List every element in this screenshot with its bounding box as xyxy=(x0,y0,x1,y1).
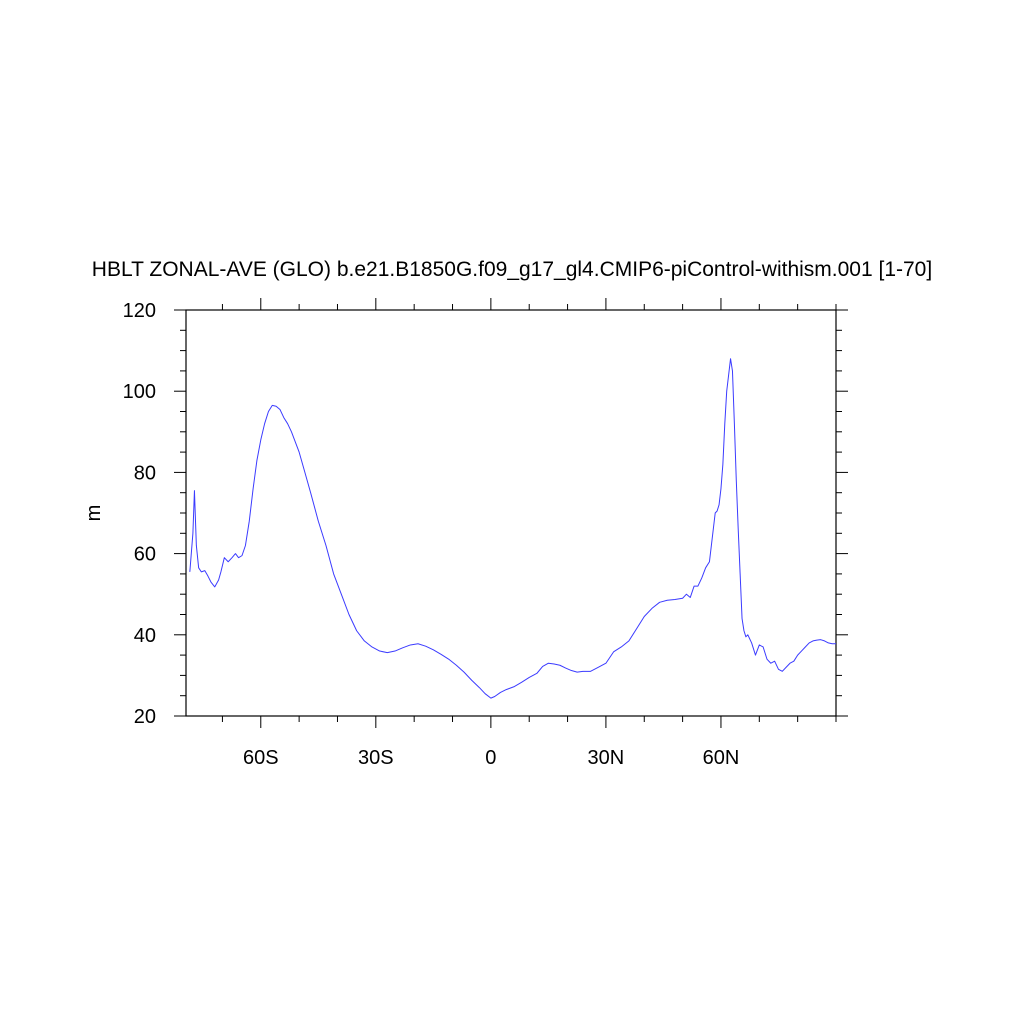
y-tick-label: 60 xyxy=(134,544,156,566)
chart-title: HBLT ZONAL-AVE (GLO) b.e21.B1850G.f09_g1… xyxy=(92,258,932,281)
series-line-0 xyxy=(189,358,836,699)
x-tick-label: 60N xyxy=(703,747,740,769)
series-layer xyxy=(189,358,836,699)
y-tick-label: 40 xyxy=(134,625,156,647)
y-tick-label: 120 xyxy=(123,300,156,322)
minor-tick-marks xyxy=(180,304,842,722)
x-tick-label: 0 xyxy=(485,747,496,769)
y-axis-label: m xyxy=(83,505,105,522)
x-tick-label: 60S xyxy=(243,747,279,769)
y-tick-label: 20 xyxy=(134,706,156,728)
plot-frame xyxy=(185,309,837,717)
x-tick-label: 30S xyxy=(358,747,394,769)
y-tick-label: 100 xyxy=(123,381,156,403)
y-tick-label: 80 xyxy=(134,462,156,484)
x-tick-label: 30N xyxy=(588,747,625,769)
major-tick-marks xyxy=(174,298,848,728)
tick-labels: 60S 30S 0 30N 60N 20 40 60 80 100 120 xyxy=(123,300,740,769)
